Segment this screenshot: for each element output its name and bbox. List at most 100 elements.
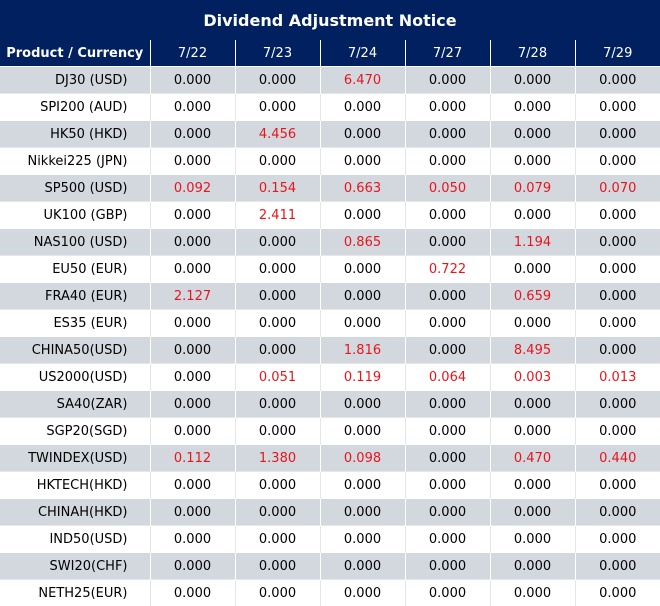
value-cell: 0.064	[405, 364, 490, 391]
dividend-table: Product / Currency 7/22 7/23 7/24 7/27 7…	[0, 40, 660, 606]
value-cell: 0.000	[405, 580, 490, 606]
value-cell: 0.000	[490, 67, 575, 94]
value-cell: 6.470	[320, 67, 405, 94]
value-cell: 0.000	[575, 391, 660, 418]
value-cell: 0.000	[320, 418, 405, 445]
value-cell: 1.816	[320, 337, 405, 364]
value-cell: 0.000	[235, 472, 320, 499]
value-cell: 1.380	[235, 445, 320, 472]
value-cell: 0.000	[150, 364, 235, 391]
value-cell: 0.000	[405, 445, 490, 472]
value-cell: 0.000	[150, 337, 235, 364]
value-cell: 0.092	[150, 175, 235, 202]
value-cell: 0.440	[575, 445, 660, 472]
value-cell: 0.000	[490, 121, 575, 148]
value-cell: 0.000	[575, 580, 660, 606]
value-cell: 0.000	[575, 526, 660, 553]
value-cell: 0.000	[235, 580, 320, 606]
product-cell: ES35 (EUR)	[0, 310, 150, 337]
dividend-notice: Dividend Adjustment Notice Product / Cur…	[0, 0, 660, 587]
product-cell: Nikkei225 (JPN)	[0, 148, 150, 175]
product-cell: IND50(USD)	[0, 526, 150, 553]
value-cell: 0.000	[235, 337, 320, 364]
value-cell: 0.000	[150, 391, 235, 418]
value-cell: 0.000	[575, 310, 660, 337]
value-cell: 0.000	[490, 580, 575, 606]
value-cell: 0.000	[490, 148, 575, 175]
value-cell: 0.000	[150, 67, 235, 94]
value-cell: 0.000	[575, 67, 660, 94]
product-cell: SPI200 (AUD)	[0, 94, 150, 121]
value-cell: 0.000	[235, 553, 320, 580]
value-cell: 0.000	[490, 256, 575, 283]
value-cell: 0.000	[320, 283, 405, 310]
value-cell: 0.000	[320, 472, 405, 499]
column-header-date: 7/23	[235, 40, 320, 67]
product-cell: HK50 (HKD)	[0, 121, 150, 148]
value-cell: 0.112	[150, 445, 235, 472]
value-cell: 0.000	[575, 283, 660, 310]
product-cell: CHINAH(HKD)	[0, 499, 150, 526]
value-cell: 0.000	[320, 310, 405, 337]
value-cell: 0.013	[575, 364, 660, 391]
value-cell: 0.000	[320, 256, 405, 283]
value-cell: 0.154	[235, 175, 320, 202]
value-cell: 0.000	[150, 418, 235, 445]
value-cell: 0.000	[150, 121, 235, 148]
value-cell: 0.659	[490, 283, 575, 310]
value-cell: 2.127	[150, 283, 235, 310]
value-cell: 0.000	[575, 121, 660, 148]
value-cell: 0.000	[575, 418, 660, 445]
value-cell: 0.119	[320, 364, 405, 391]
value-cell: 0.050	[405, 175, 490, 202]
column-header-date: 7/22	[150, 40, 235, 67]
product-cell: HKTECH(HKD)	[0, 472, 150, 499]
value-cell: 0.000	[405, 337, 490, 364]
value-cell: 0.051	[235, 364, 320, 391]
value-cell: 0.000	[405, 229, 490, 256]
product-cell: SWI20(CHF)	[0, 553, 150, 580]
value-cell: 0.000	[405, 148, 490, 175]
product-cell: CHINA50(USD)	[0, 337, 150, 364]
value-cell: 0.000	[575, 202, 660, 229]
value-cell: 0.000	[575, 256, 660, 283]
value-cell: 0.000	[405, 526, 490, 553]
value-cell: 0.000	[235, 310, 320, 337]
value-cell: 0.000	[405, 283, 490, 310]
value-cell: 0.000	[490, 418, 575, 445]
value-cell: 1.194	[490, 229, 575, 256]
value-cell: 0.000	[405, 499, 490, 526]
value-cell: 0.070	[575, 175, 660, 202]
value-cell: 0.000	[490, 526, 575, 553]
value-cell: 0.000	[150, 553, 235, 580]
value-cell: 0.000	[150, 256, 235, 283]
value-cell: 0.000	[405, 121, 490, 148]
value-cell: 0.000	[575, 229, 660, 256]
value-cell: 0.000	[575, 472, 660, 499]
value-cell: 0.079	[490, 175, 575, 202]
value-cell: 0.000	[405, 418, 490, 445]
column-header-product: Product / Currency	[0, 40, 150, 67]
value-cell: 0.000	[405, 67, 490, 94]
product-cell: SGP20(SGD)	[0, 418, 150, 445]
product-cell: SP500 (USD)	[0, 175, 150, 202]
value-cell: 0.000	[150, 148, 235, 175]
value-cell: 0.000	[320, 148, 405, 175]
value-cell: 0.000	[490, 391, 575, 418]
value-cell: 0.722	[405, 256, 490, 283]
value-cell: 0.000	[490, 499, 575, 526]
value-cell: 0.000	[575, 148, 660, 175]
value-cell: 0.000	[320, 499, 405, 526]
column-header-date: 7/28	[490, 40, 575, 67]
